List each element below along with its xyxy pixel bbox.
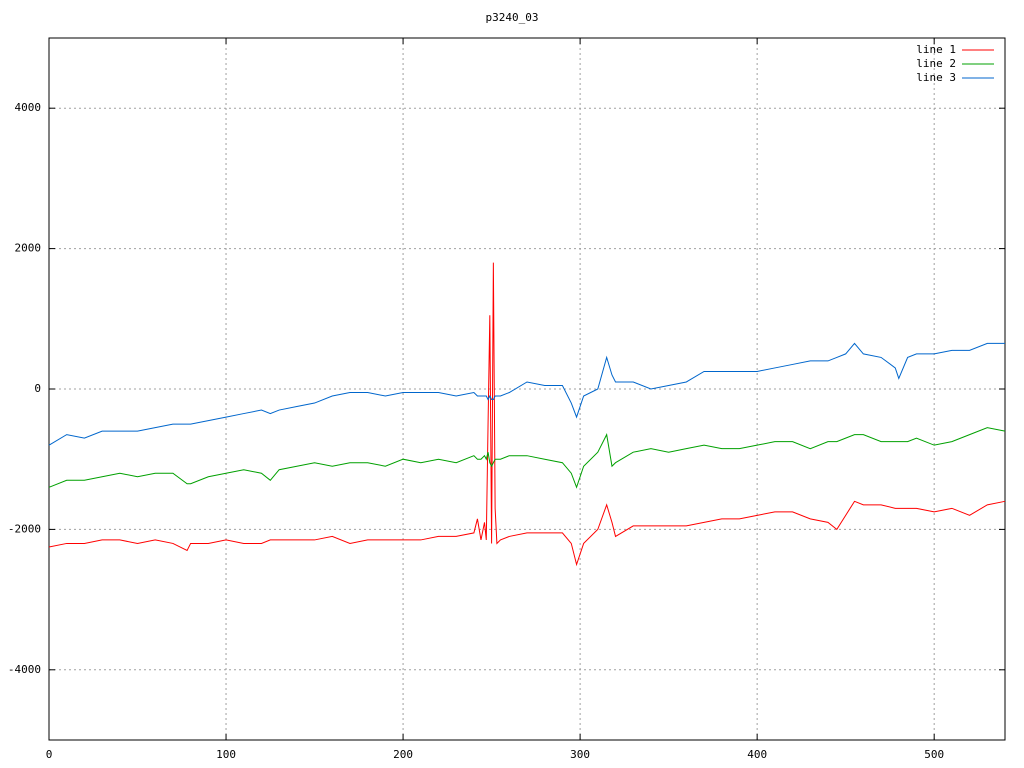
x-tick-label: 500 <box>924 748 944 761</box>
data-line <box>48 427 1006 489</box>
x-tick-label: 300 <box>570 748 590 761</box>
y-tick-label: 4000 <box>15 101 42 114</box>
x-tick-label: 400 <box>747 748 767 761</box>
x-tick-label: 200 <box>393 748 413 761</box>
y-tick-label: -2000 <box>8 522 41 535</box>
legend-label: line 2 <box>916 57 956 70</box>
legend-label: line 1 <box>916 43 956 56</box>
x-tick-label: 0 <box>46 748 53 761</box>
x-tick-label: 100 <box>216 748 236 761</box>
data-line <box>48 262 1006 567</box>
y-tick-label: 0 <box>34 382 41 395</box>
y-tick-label: -4000 <box>8 663 41 676</box>
plot-frame <box>48 37 1006 741</box>
y-tick-label: 2000 <box>15 242 42 255</box>
data-line <box>48 342 1005 446</box>
chart-title: p3240_03 <box>486 11 539 24</box>
legend-label: line 3 <box>916 71 956 84</box>
